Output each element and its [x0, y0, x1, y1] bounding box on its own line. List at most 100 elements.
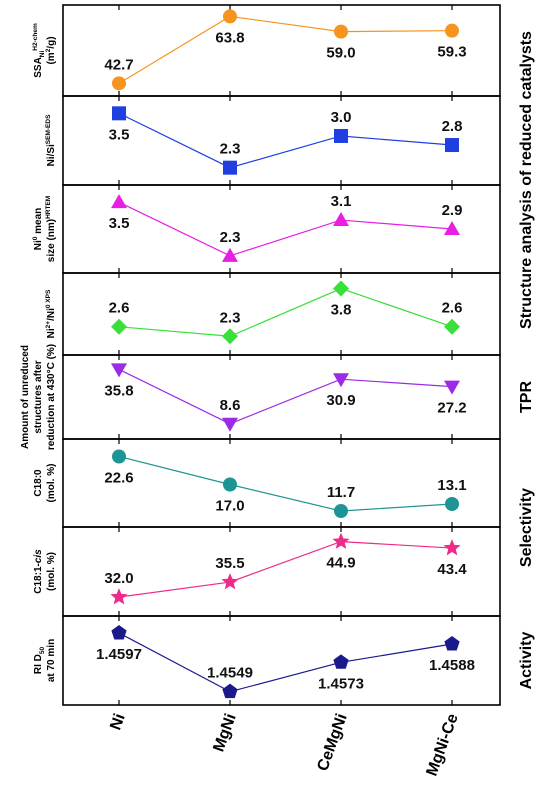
series-line [118, 112, 453, 169]
panel-nisi: 3.5 2.3 3.0 2.8 Ni/SiSEM-EDS​ [45, 95, 501, 186]
data-point [222, 417, 238, 432]
x-tick-label: MgNi [210, 712, 239, 755]
y-axis-label-line: reduction at 430°C (%) [46, 344, 57, 450]
panel-ri: 1.4597 1.4549 1.4573 1.4588 RI D50​at 70 min [33, 615, 501, 706]
y-axis-label-line: RI D50​ [33, 647, 46, 675]
panel-frame [62, 4, 501, 97]
data-point [445, 138, 459, 153]
x-tick-label: Ni [107, 712, 128, 733]
y-axis-label-part: at 70 min [46, 639, 57, 682]
series-line [118, 540, 453, 598]
data-label: 3.1 [331, 193, 352, 210]
y-axis-label-part: SSA [33, 57, 44, 78]
y-axis-label-line: Ni2+​/Ni0​ XPS​ [45, 289, 57, 338]
y-axis-label-line: Ni0​ mean [32, 208, 44, 251]
data-label: 59.3 [437, 44, 466, 61]
y-axis-label-part: 2 [45, 48, 52, 52]
y-axis-label-part: size (nm) [46, 219, 57, 262]
data-label: 2.9 [442, 202, 463, 219]
y-axis-label: SSANi​H2-chem​(m2​/g) [32, 23, 57, 78]
group-label: Structure analysis of reduced catalysts [518, 31, 535, 329]
data-point [223, 477, 237, 492]
y-axis-label: Ni2+​/Ni0​ XPS​ [45, 289, 57, 338]
series-line [118, 287, 453, 337]
data-label: 1.4573 [318, 675, 364, 692]
y-axis-label-part: XPS [45, 289, 52, 304]
x-tick-label: MgNi-Ce [424, 711, 462, 778]
y-axis-label: Amount of unreduced structures after reduc… [20, 344, 57, 450]
panel-c181: 32.0 35.5 44.9 43.4 C18:1-cis (mol. %) [33, 526, 501, 617]
data-point [333, 373, 349, 388]
data-label: 13.1 [437, 477, 466, 494]
panel-tpr: 35.8 8.6 30.9 27.2 Amount of unreduced struct… [20, 344, 501, 450]
data-point [444, 636, 460, 651]
data-point [443, 539, 461, 556]
data-label: 35.8 [104, 382, 133, 399]
data-label: 3.8 [331, 302, 352, 319]
data-point [222, 328, 238, 345]
data-point [333, 280, 349, 297]
data-label: 32.0 [104, 570, 133, 587]
data-label: 35.5 [215, 555, 244, 572]
data-point [445, 23, 459, 38]
y-axis-label-part: Ni/Si [46, 144, 57, 166]
data-point [444, 380, 460, 395]
data-label: 27.2 [437, 400, 466, 417]
data-label: 43.4 [437, 561, 467, 578]
y-axis-label-line: (mol. %) [46, 552, 57, 591]
data-point [222, 683, 238, 699]
data-point [112, 76, 126, 91]
panel-frame [62, 615, 501, 706]
y-axis-label-part: structures after [33, 360, 44, 433]
y-axis-label-part: C18:0 [33, 469, 44, 497]
y-axis-label-line: (mol. %) [46, 464, 57, 503]
y-axis-label-part: reduction at 430°C (%) [46, 344, 57, 450]
y-axis-label-part: 50 [39, 647, 46, 655]
y-axis-label-line: C18:0 [33, 469, 44, 497]
y-axis-label: RI D50​at 70 min [33, 639, 57, 682]
panel-c180: 22.6 17.0 11.7 13.1 C18:0 (mol. %) [33, 438, 501, 528]
y-axis-label-line: Ni/SiSEM-EDS​ [45, 114, 57, 167]
data-label: 8.6 [220, 397, 241, 414]
data-label: 30.9 [326, 392, 355, 409]
y-axis-label-part: H2-chem [32, 23, 39, 51]
series-line [118, 455, 453, 512]
y-axis-label-part: C18:1- [33, 563, 44, 594]
series-line [118, 201, 453, 257]
series-line [118, 368, 453, 425]
data-point [111, 625, 127, 640]
y-axis-label-part: 2+ [45, 321, 52, 329]
data-point [112, 106, 126, 121]
y-axis-label: Ni/SiSEM-EDS​ [45, 114, 57, 167]
data-point [111, 363, 127, 378]
data-label: 44.9 [326, 555, 355, 572]
chart-panels: 42.7 63.8 59.0 59.3 SSANi​H2-chem​(m2​/g) 3.5… [20, 4, 501, 706]
data-label: 11.7 [327, 484, 355, 501]
y-axis-label-part: Ni [39, 51, 46, 58]
data-point [223, 160, 237, 175]
data-point [332, 532, 350, 549]
data-label: 1.4588 [429, 657, 475, 674]
data-point [334, 128, 348, 143]
data-point [444, 221, 460, 235]
y-axis-label-line: structures after [33, 360, 44, 433]
data-point [222, 247, 238, 262]
data-label: 59.0 [326, 45, 355, 62]
data-label: 22.6 [104, 470, 133, 487]
data-label: 1.4549 [207, 665, 253, 682]
y-axis-label-part: (m [46, 52, 57, 64]
data-point [111, 194, 127, 209]
y-axis-label: C18:1-cis (mol. %) [33, 549, 57, 594]
data-point [110, 588, 128, 605]
data-label: 2.6 [109, 300, 130, 317]
y-axis-label-part: RI D [33, 654, 44, 674]
series-line [118, 632, 453, 693]
data-label: 42.7 [104, 56, 133, 73]
y-axis-label-part: 0 [32, 236, 39, 240]
y-axis-label-part: HRTEM [45, 196, 52, 219]
group-label: Activity [518, 632, 535, 690]
x-tick-label: CeMgNi [314, 712, 350, 774]
